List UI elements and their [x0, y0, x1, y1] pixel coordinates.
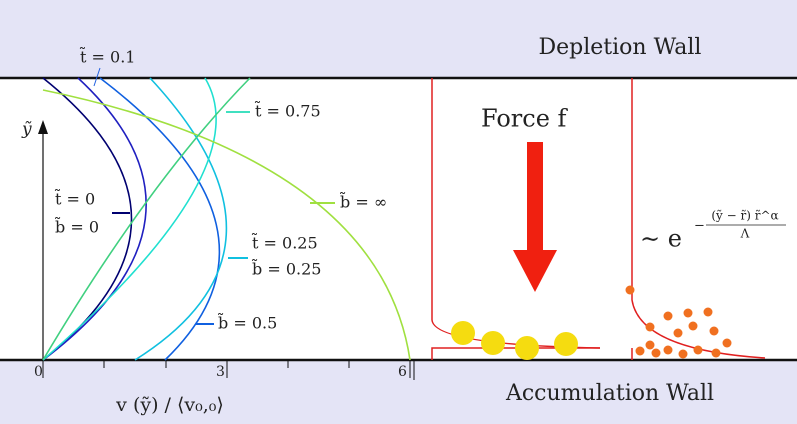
curve-label: b̃ = 0 — [55, 216, 99, 236]
formula-numerator: (ỹ − r̃) r̃^α — [711, 209, 778, 223]
force-arrow-shaft — [527, 142, 543, 252]
small-particles — [626, 286, 732, 359]
large-particles — [451, 321, 578, 360]
curve-label: b̃ = 0.25 — [252, 258, 322, 278]
formula-base: ∼ e — [640, 225, 682, 253]
figure: Depletion Wall Accumulation Wall ỹ 0 3 6… — [0, 0, 797, 424]
curve-label: b̃ = ∞ — [340, 191, 388, 211]
formula-sign: − — [694, 219, 705, 234]
curve-label: t̃ = 0.75 — [254, 100, 320, 120]
y-label: ỹ — [21, 120, 32, 140]
x-tick-label: 3 — [216, 364, 225, 380]
x-label: v (ỹ) / ⟨v₀,₀⟩ — [115, 394, 224, 416]
y-arrow — [38, 120, 48, 134]
force-arrow-head — [513, 250, 557, 292]
curve-label: t̃ = 0.25 — [251, 232, 317, 252]
formula-denominator: Λ — [740, 227, 750, 241]
force-label: Force f — [481, 105, 569, 133]
curve-label: b̃ = 0.5 — [218, 312, 278, 332]
curve-label: t̃ = 0 — [54, 188, 95, 208]
x-tick-label: 0 — [34, 364, 43, 380]
x-tick-label: 6 — [398, 364, 407, 380]
bottom-wall-label: Accumulation Wall — [505, 381, 714, 406]
curve-label: t̃ = 0.1 — [79, 46, 135, 66]
top-wall-label: Depletion Wall — [539, 35, 702, 60]
